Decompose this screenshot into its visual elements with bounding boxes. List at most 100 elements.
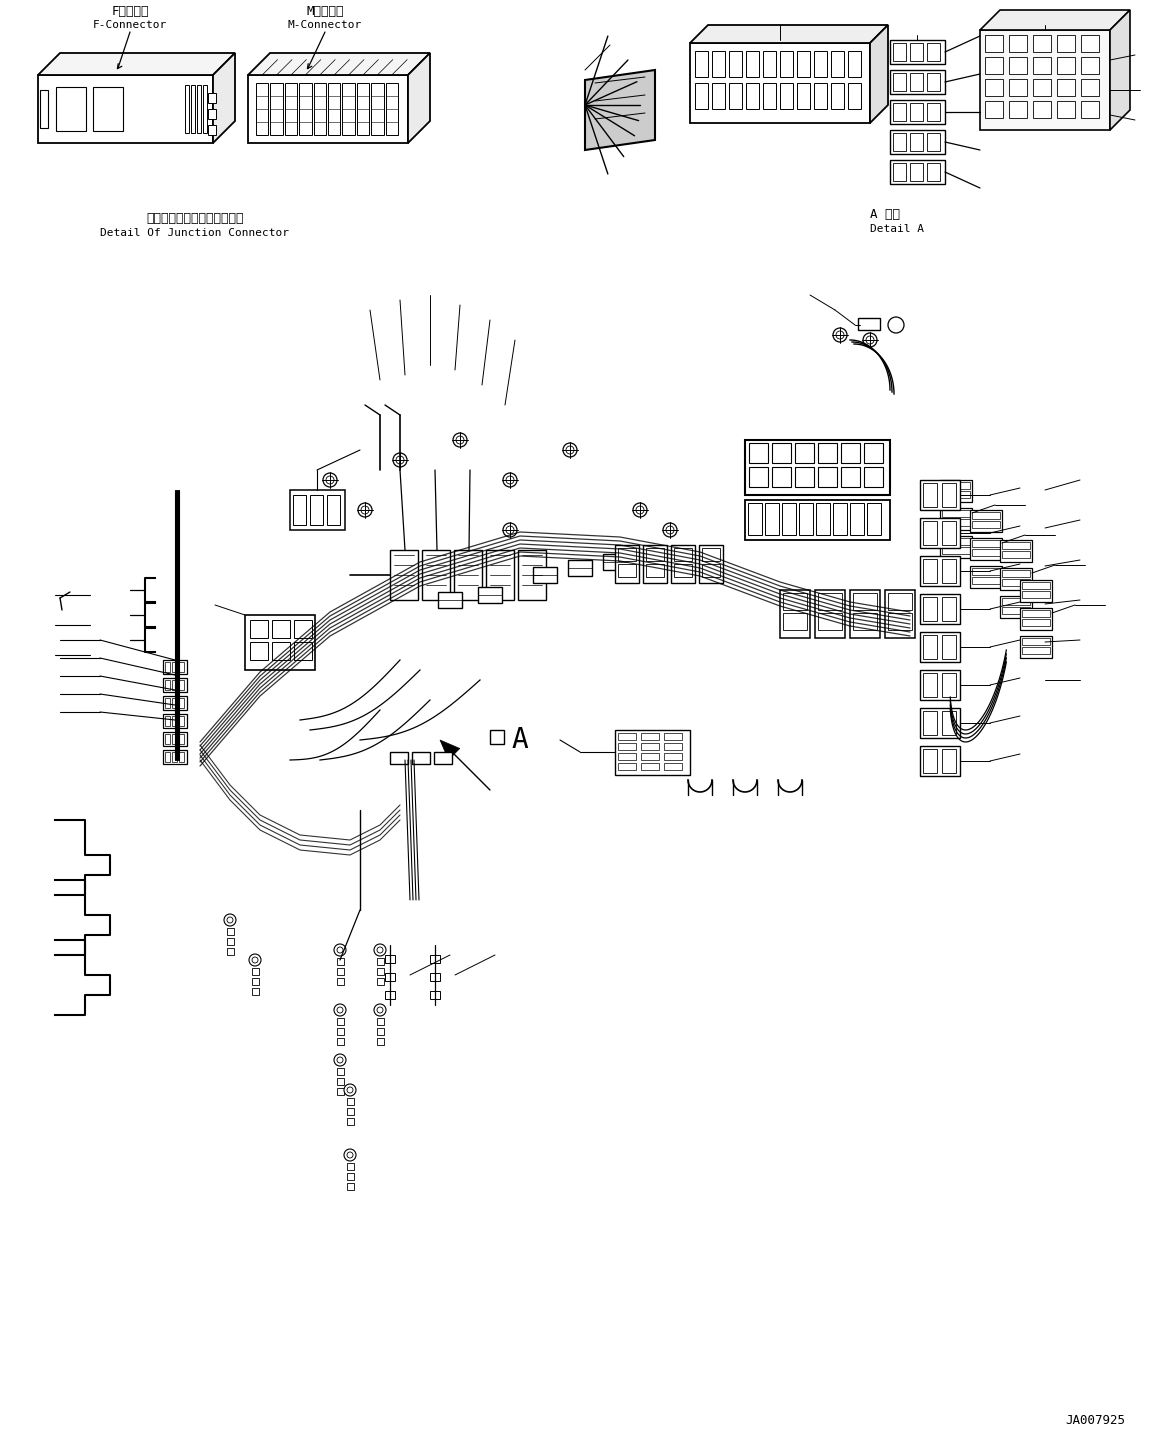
Bar: [745, 500, 890, 540]
Circle shape: [395, 457, 404, 464]
Bar: [1022, 647, 1050, 655]
Bar: [337, 968, 344, 975]
Text: Detail A: Detail A: [870, 224, 923, 234]
Bar: [618, 564, 636, 577]
Bar: [1022, 610, 1050, 617]
Bar: [745, 82, 759, 108]
Bar: [56, 87, 86, 131]
Bar: [615, 545, 638, 582]
Bar: [909, 163, 923, 181]
Bar: [347, 1173, 354, 1181]
Bar: [438, 592, 462, 608]
Bar: [454, 551, 481, 600]
Bar: [311, 496, 323, 525]
Bar: [940, 536, 972, 558]
Bar: [165, 698, 170, 708]
Bar: [814, 82, 827, 108]
Bar: [1003, 542, 1030, 549]
Bar: [227, 938, 234, 945]
Bar: [1057, 79, 1075, 95]
Circle shape: [566, 447, 575, 454]
Bar: [942, 597, 956, 621]
Circle shape: [393, 452, 407, 467]
Bar: [641, 733, 659, 740]
Bar: [893, 74, 906, 91]
Bar: [909, 43, 923, 61]
Bar: [889, 613, 912, 630]
Bar: [772, 444, 791, 462]
Bar: [890, 69, 946, 94]
Bar: [671, 545, 695, 582]
Bar: [848, 51, 861, 77]
Bar: [942, 673, 956, 696]
Bar: [942, 522, 956, 545]
Bar: [1020, 608, 1053, 630]
Bar: [643, 545, 668, 582]
Bar: [271, 82, 283, 134]
Bar: [645, 548, 664, 561]
Bar: [920, 594, 959, 624]
Bar: [256, 82, 269, 134]
Bar: [208, 126, 216, 134]
Bar: [920, 480, 959, 510]
Bar: [818, 444, 837, 462]
Bar: [815, 590, 846, 639]
Bar: [1022, 639, 1050, 644]
Circle shape: [224, 915, 236, 926]
Bar: [434, 751, 452, 764]
Bar: [185, 85, 190, 133]
Bar: [347, 1183, 354, 1191]
Bar: [641, 743, 659, 750]
Circle shape: [334, 1053, 347, 1066]
Bar: [1022, 582, 1050, 590]
Bar: [1009, 35, 1027, 52]
Bar: [890, 40, 946, 64]
Bar: [1080, 79, 1099, 95]
Polygon shape: [585, 69, 655, 150]
Bar: [923, 597, 937, 621]
Circle shape: [456, 436, 464, 444]
Bar: [866, 503, 882, 535]
Bar: [618, 743, 636, 750]
Polygon shape: [690, 25, 889, 43]
Bar: [165, 681, 170, 691]
Bar: [893, 103, 906, 121]
Bar: [1033, 56, 1051, 74]
Bar: [1003, 569, 1030, 577]
Bar: [179, 662, 184, 672]
Bar: [702, 564, 720, 577]
Circle shape: [347, 1087, 354, 1092]
Circle shape: [836, 331, 844, 340]
Bar: [783, 592, 807, 610]
Bar: [163, 696, 187, 709]
Bar: [927, 74, 940, 91]
Bar: [328, 82, 341, 134]
Circle shape: [866, 337, 875, 344]
Circle shape: [663, 523, 677, 538]
Bar: [780, 82, 793, 108]
Circle shape: [334, 1004, 347, 1016]
Circle shape: [337, 1056, 343, 1064]
Bar: [347, 1163, 354, 1170]
Bar: [385, 972, 395, 981]
Polygon shape: [870, 25, 889, 123]
Bar: [347, 1108, 354, 1116]
Bar: [818, 467, 837, 487]
Bar: [227, 928, 234, 935]
Bar: [923, 634, 937, 659]
Bar: [942, 510, 970, 517]
Bar: [337, 1088, 344, 1095]
Bar: [920, 708, 959, 738]
Bar: [940, 509, 972, 530]
Circle shape: [323, 473, 337, 487]
Bar: [371, 82, 384, 134]
Polygon shape: [248, 53, 430, 75]
Bar: [763, 51, 776, 77]
Bar: [1003, 607, 1030, 614]
Bar: [864, 444, 883, 462]
Circle shape: [252, 957, 258, 962]
Bar: [864, 467, 883, 487]
Bar: [972, 568, 1000, 575]
Bar: [890, 160, 946, 184]
Bar: [832, 51, 844, 77]
